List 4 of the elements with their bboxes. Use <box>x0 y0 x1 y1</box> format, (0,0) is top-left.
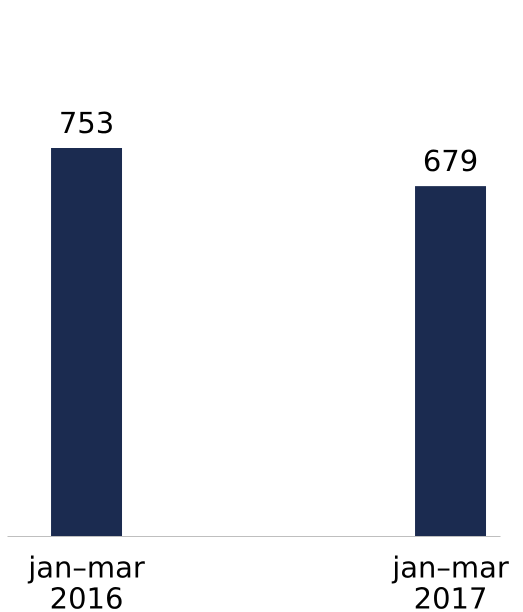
x-tick-label: jan–mar 2017 <box>391 550 509 612</box>
data-label: 753 <box>58 106 114 140</box>
data-label: 679 <box>422 144 478 178</box>
x-tick-label: jan–mar 2016 <box>27 550 145 612</box>
